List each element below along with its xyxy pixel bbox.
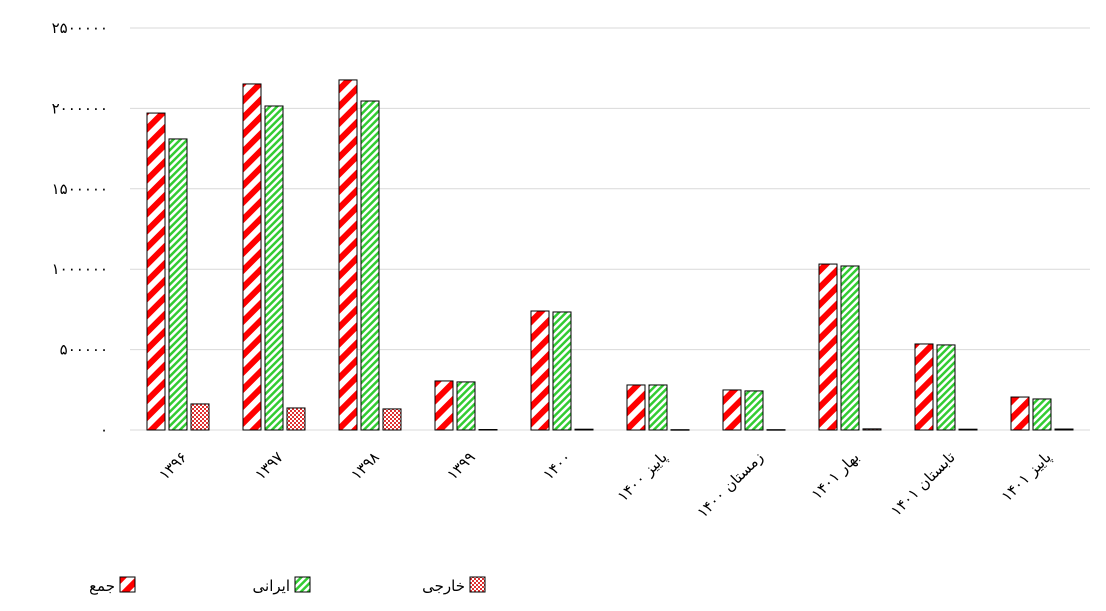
- bar: [648, 384, 668, 431]
- bar: [958, 428, 978, 431]
- bar: [936, 344, 956, 431]
- x-tick-label: ۱۴۰۰: [539, 448, 575, 484]
- bar: [360, 100, 380, 431]
- bar: [242, 83, 262, 431]
- legend-swatch: [294, 576, 311, 593]
- bar: [434, 380, 454, 431]
- x-tick-label: ۱۳۹۷: [251, 448, 287, 484]
- y-tick-label: ۵۰۰۰۰۰: [60, 341, 108, 359]
- legend-label: خارجی: [422, 577, 465, 595]
- bar: [862, 428, 882, 431]
- bar: [914, 343, 934, 431]
- bar: [552, 311, 572, 431]
- legend-label: ایرانی: [253, 577, 290, 595]
- x-tick-label: تابستان ۱۴۰۱: [887, 448, 959, 520]
- bar: [264, 105, 284, 431]
- y-tick-label: ۲۰۰۰۰۰۰: [52, 99, 108, 117]
- bar: [1010, 396, 1030, 431]
- legend-swatch: [119, 576, 136, 593]
- bar: [146, 112, 166, 431]
- x-tick-label: ۱۳۹۹: [443, 448, 479, 484]
- legend-label: جمع: [89, 577, 115, 595]
- bar: [456, 381, 476, 431]
- x-tick-label: پاییز ۱۴۰۱: [998, 448, 1056, 506]
- x-tick-label: ۱۳۹۸: [347, 448, 383, 484]
- bar: [744, 390, 764, 431]
- bar: [1054, 428, 1074, 431]
- bar: [530, 310, 550, 431]
- x-tick-label: پاییز ۱۴۰۰: [614, 448, 672, 506]
- bar: [382, 408, 402, 431]
- x-tick-label: ۱۳۹۶: [155, 448, 191, 484]
- bar: [478, 429, 498, 431]
- bar: [818, 263, 838, 431]
- bar: [840, 265, 860, 431]
- bar: [670, 429, 690, 431]
- bar: [1032, 398, 1052, 431]
- bar: [338, 79, 358, 431]
- legend-swatch: [469, 576, 486, 593]
- bar: [626, 384, 646, 431]
- x-tick-label: بهار ۱۴۰۱: [808, 448, 863, 503]
- x-tick-label: زمستان ۱۴۰۰: [693, 448, 766, 521]
- bar: [766, 429, 786, 431]
- bar: [722, 389, 742, 431]
- y-tick-label: ۲۵۰۰۰۰۰: [52, 19, 108, 37]
- bar: [574, 428, 594, 431]
- bar: [286, 407, 306, 431]
- y-tick-label: ۱۰۰۰۰۰۰: [52, 260, 108, 278]
- bar: [190, 403, 210, 431]
- y-tick-label: ۱۵۰۰۰۰۰: [52, 180, 108, 198]
- y-tick-label: ۰: [100, 421, 108, 439]
- bar: [168, 138, 188, 431]
